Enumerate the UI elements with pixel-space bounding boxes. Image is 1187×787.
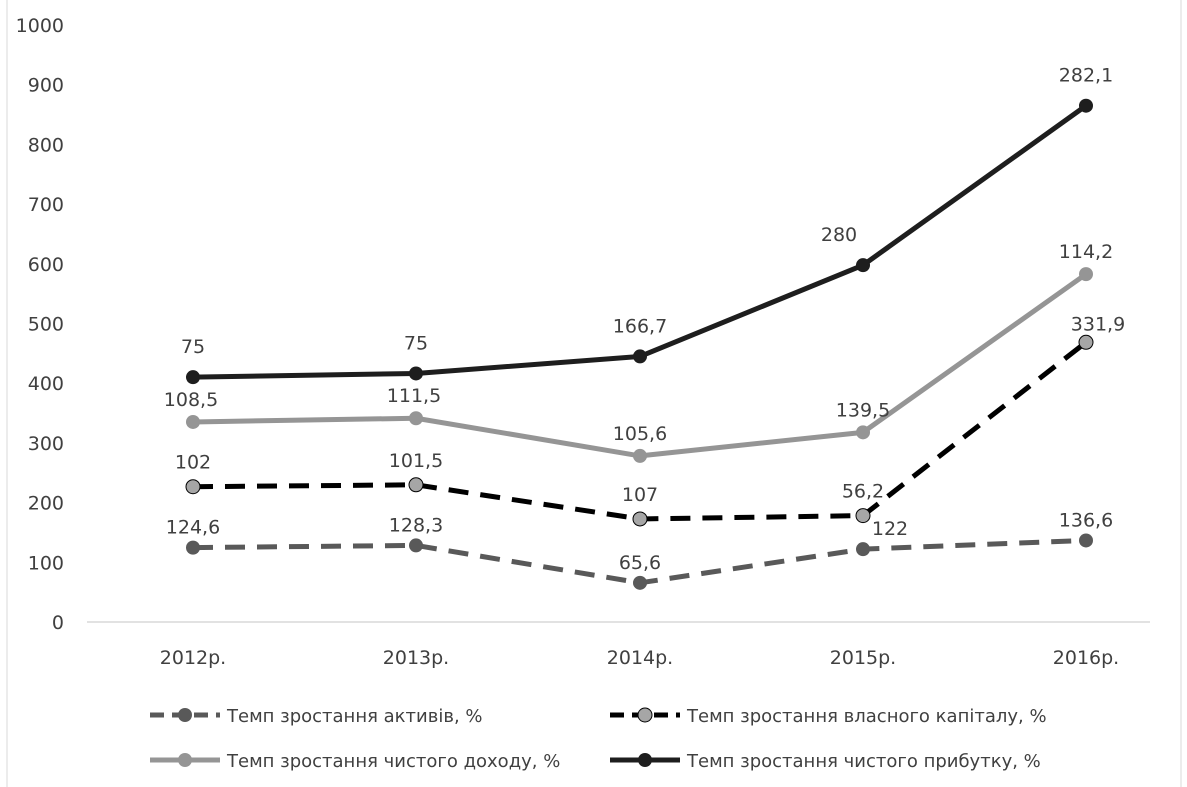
series-marker bbox=[633, 448, 647, 463]
series-marker bbox=[1079, 98, 1093, 113]
y-tick-label: 300 bbox=[28, 433, 64, 455]
data-label: 136,6 bbox=[1059, 509, 1113, 531]
data-label: 122 bbox=[872, 518, 908, 540]
y-tick-label: 900 bbox=[28, 75, 64, 97]
data-label: 128,3 bbox=[389, 514, 443, 536]
data-label: 101,5 bbox=[389, 450, 443, 472]
series-marker bbox=[409, 538, 423, 553]
series-marker bbox=[409, 366, 423, 381]
x-tick-label: 2012р. bbox=[160, 647, 226, 669]
series-marker bbox=[186, 414, 200, 429]
y-tick-label: 0 bbox=[52, 612, 64, 634]
y-tick-label: 100 bbox=[28, 552, 64, 574]
series-marker bbox=[1079, 267, 1093, 282]
y-tick-label: 800 bbox=[28, 134, 64, 156]
data-label: 75 bbox=[181, 336, 205, 358]
data-label: 124,6 bbox=[166, 517, 220, 539]
y-tick-label: 400 bbox=[28, 373, 64, 395]
data-label: 282,1 bbox=[1059, 65, 1113, 87]
y-tick-label: 700 bbox=[28, 194, 64, 216]
data-label: 139,5 bbox=[836, 399, 890, 421]
series-marker bbox=[409, 411, 423, 426]
series-marker bbox=[856, 258, 870, 273]
series-marker bbox=[1078, 334, 1094, 350]
data-label: 75 bbox=[404, 332, 428, 354]
data-label: 166,7 bbox=[613, 315, 667, 337]
series-4 bbox=[186, 98, 1093, 385]
data-label: 108,5 bbox=[164, 389, 218, 411]
legend-item: Темп зростання власного капіталу, % bbox=[610, 706, 1047, 727]
y-tick-label: 500 bbox=[28, 314, 64, 336]
series-marker bbox=[632, 511, 648, 527]
legend-marker bbox=[178, 708, 192, 722]
series-marker bbox=[856, 542, 870, 557]
legend-label: Темп зростання чистого доходу, % bbox=[226, 751, 560, 772]
data-label: 102 bbox=[175, 452, 211, 474]
series-marker bbox=[856, 425, 870, 440]
legend-item: Темп зростання чистого прибутку, % bbox=[610, 751, 1041, 772]
legend-label: Темп зростання чистого прибутку, % bbox=[686, 751, 1041, 772]
legend-marker bbox=[637, 707, 653, 723]
x-tick-label: 2015р. bbox=[830, 647, 896, 669]
x-tick-label: 2014р. bbox=[607, 647, 673, 669]
data-label: 331,9 bbox=[1071, 313, 1125, 335]
data-label: 107 bbox=[622, 484, 658, 506]
series-marker bbox=[633, 575, 647, 590]
series-1 bbox=[186, 533, 1093, 590]
data-labels: 124,6 128,3 65,6 122 136,6 102 101,5 107 56,2 331… bbox=[164, 65, 1125, 574]
y-tick-label: 1000 bbox=[16, 15, 64, 37]
legend-label: Темп зростання активів, % bbox=[226, 706, 483, 727]
series-lines bbox=[185, 98, 1094, 590]
data-label: 65,6 bbox=[619, 552, 661, 574]
series-marker bbox=[408, 477, 424, 493]
legend-label: Темп зростання власного капіталу, % bbox=[686, 706, 1047, 727]
series-marker bbox=[186, 370, 200, 385]
data-label: 56,2 bbox=[842, 481, 884, 503]
x-tick-label: 2013р. bbox=[383, 647, 449, 669]
legend-item: Темп зростання активів, % bbox=[150, 706, 483, 727]
y-tick-label: 200 bbox=[28, 493, 64, 515]
data-label: 105,6 bbox=[613, 423, 667, 445]
series-marker bbox=[855, 508, 871, 524]
legend: Темп зростання активів, % Темп зростання … bbox=[150, 706, 1047, 772]
data-label: 111,5 bbox=[387, 385, 441, 407]
series-marker bbox=[633, 349, 647, 364]
x-axis: 2012р. 2013р. 2014р. 2015р. 2016р. bbox=[87, 621, 1150, 669]
series-marker bbox=[186, 540, 200, 555]
data-label: 114,2 bbox=[1059, 241, 1113, 263]
legend-marker bbox=[178, 753, 192, 767]
series-3 bbox=[186, 267, 1093, 463]
legend-marker bbox=[638, 753, 652, 767]
series-2 bbox=[185, 334, 1094, 527]
data-label: 280 bbox=[821, 224, 857, 246]
series-marker bbox=[1079, 533, 1093, 548]
y-axis-ticks: 0 100 200 300 400 500 600 700 800 900 1000 bbox=[6, 0, 1182, 787]
y-tick-label: 600 bbox=[28, 254, 64, 276]
x-tick-label: 2016р. bbox=[1053, 647, 1119, 669]
series-marker bbox=[185, 479, 201, 495]
legend-item: Темп зростання чистого доходу, % bbox=[150, 751, 560, 772]
